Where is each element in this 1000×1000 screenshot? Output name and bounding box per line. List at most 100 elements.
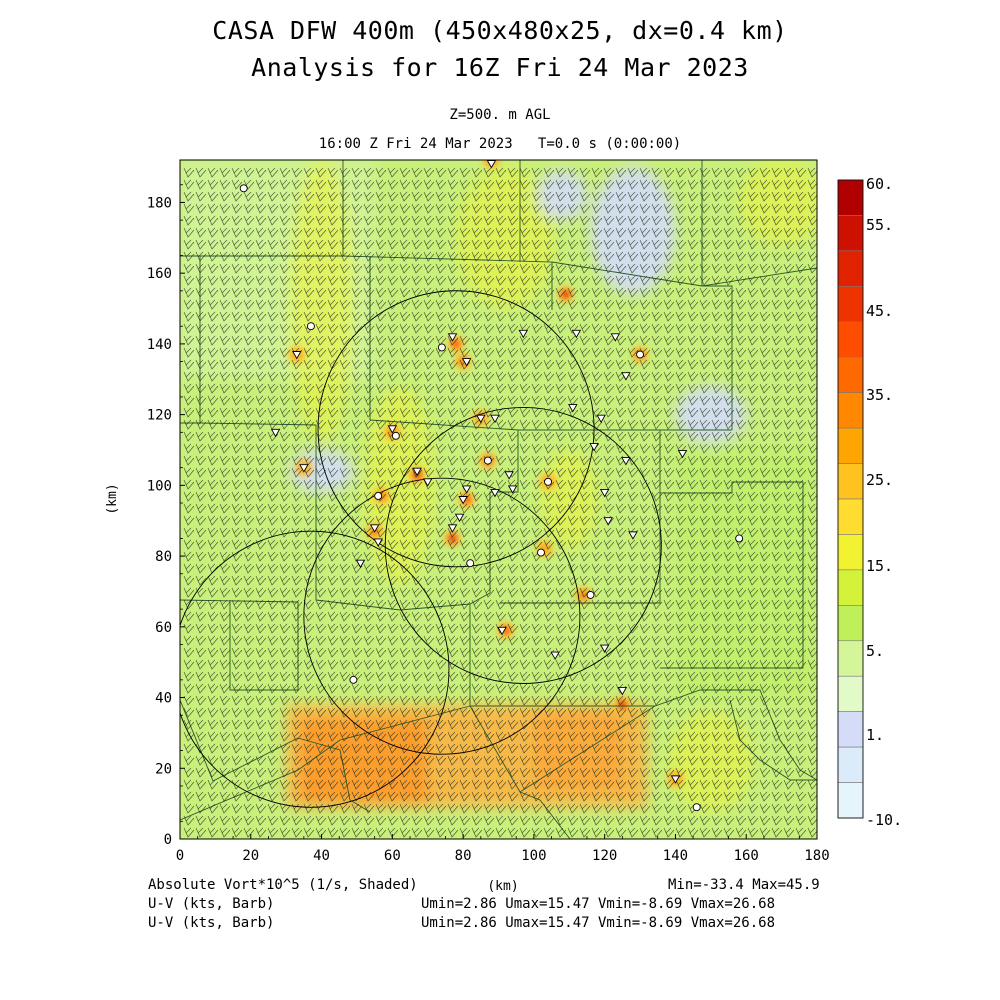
axes: 0 20 40 60 80 100 120 140 160 180 0 20 40 60 80 100 120 1… bbox=[147, 184, 830, 864]
hotspot bbox=[451, 338, 462, 349]
station-triangle-marker bbox=[621, 372, 631, 381]
radar-ring-4 bbox=[180, 530, 450, 808]
wind-barb-field bbox=[183, 167, 817, 838]
station-triangle-marker bbox=[476, 414, 486, 424]
plot-frame bbox=[179, 159, 818, 840]
station-circle-marker bbox=[544, 477, 552, 486]
station-circle-marker bbox=[537, 548, 545, 557]
station-markers bbox=[239, 160, 744, 812]
colorbar-label: 45. bbox=[866, 302, 893, 320]
x-tick-label: 140 bbox=[663, 848, 688, 864]
station-triangle-marker bbox=[670, 775, 681, 784]
field-low-region bbox=[537, 170, 587, 221]
station-triangle-marker bbox=[628, 531, 638, 540]
colorbar-swatch bbox=[837, 569, 864, 606]
station-triangle-marker bbox=[677, 450, 688, 459]
station-triangle-marker bbox=[454, 513, 465, 523]
station-triangle-marker bbox=[599, 644, 610, 653]
y-tick-label: 160 bbox=[147, 266, 172, 282]
station-circle-marker bbox=[735, 534, 744, 543]
colorbar-swatch bbox=[837, 215, 864, 252]
x-tick-label: 100 bbox=[521, 848, 546, 864]
colorbar-label: 25. bbox=[866, 471, 893, 489]
station-triangle-marker bbox=[355, 559, 366, 569]
barb-legend-2: U-V (kts, Barb) bbox=[148, 915, 275, 931]
radar-ring-3 bbox=[303, 477, 581, 755]
radar-ring-2 bbox=[384, 407, 662, 684]
station-triangle-marker bbox=[518, 329, 529, 339]
station-triangle-marker bbox=[571, 329, 582, 339]
colorbar-label: 15. bbox=[866, 557, 893, 575]
x-tick-label: 60 bbox=[384, 848, 401, 864]
y-tick-label: 100 bbox=[147, 478, 172, 494]
x-tick-label: 180 bbox=[804, 848, 829, 864]
colorbar-swatch bbox=[837, 463, 864, 500]
colorbar-swatch bbox=[837, 640, 864, 677]
x-tick-label: 120 bbox=[592, 848, 617, 864]
station-triangle-marker bbox=[458, 496, 468, 505]
field-name-label: Absolute Vort*10^5 (1/s, Shaded) bbox=[148, 877, 418, 893]
x-tick-label: 160 bbox=[734, 848, 759, 864]
y-tick-label: 140 bbox=[147, 337, 172, 353]
station-triangle-marker bbox=[599, 488, 610, 498]
station-triangle-marker bbox=[461, 358, 472, 367]
y-tick-label: 20 bbox=[155, 761, 172, 777]
station-triangle-marker bbox=[596, 414, 606, 424]
station-triangle-marker bbox=[373, 538, 383, 547]
station-circle-marker bbox=[483, 456, 492, 465]
station-triangle-marker bbox=[550, 651, 560, 661]
field-green-region bbox=[675, 449, 817, 698]
station-triangle-marker bbox=[610, 333, 621, 342]
station-triangle-marker bbox=[270, 428, 281, 438]
station-triangle-marker bbox=[447, 333, 458, 342]
station-triangle-marker bbox=[369, 524, 380, 533]
x-axis-label: (km) bbox=[487, 879, 518, 894]
colorbar-label: 35. bbox=[866, 386, 893, 404]
y-tick-label: 180 bbox=[147, 195, 172, 211]
radar-range-rings bbox=[180, 290, 662, 808]
colorbar-swatch bbox=[837, 286, 864, 323]
colorbar-swatch bbox=[837, 782, 864, 819]
station-circle-marker bbox=[349, 675, 358, 684]
radar-ring-1 bbox=[317, 290, 595, 568]
y-tick-label: 80 bbox=[155, 549, 172, 565]
colorbar-swatch bbox=[837, 675, 864, 712]
barb-stats-1: Umin=2.86 Umax=15.47 Vmin=-8.69 Vmax=26.… bbox=[421, 896, 776, 912]
station-circle-marker bbox=[391, 431, 400, 440]
station-triangle-marker bbox=[589, 443, 599, 452]
field-yellow-patch bbox=[668, 711, 754, 811]
y-axis-label: (km) bbox=[105, 483, 120, 514]
colorbar-swatch bbox=[837, 498, 864, 535]
y-tick-label: 40 bbox=[155, 691, 172, 707]
station-triangle-marker bbox=[603, 517, 613, 526]
station-triangle-marker bbox=[447, 524, 458, 533]
colorbar-swatch bbox=[837, 250, 864, 287]
colorbar-swatch bbox=[837, 179, 864, 216]
station-circle-marker bbox=[239, 184, 248, 193]
colorbar-label: -10. bbox=[866, 811, 902, 829]
field-low-region bbox=[590, 167, 676, 295]
y-tick-label: 60 bbox=[155, 620, 172, 636]
colorbar-swatch bbox=[837, 356, 864, 393]
station-triangle-marker bbox=[461, 485, 472, 494]
x-tick-label: 80 bbox=[455, 848, 472, 864]
colorbar-swatch bbox=[837, 534, 864, 571]
station-triangle-marker bbox=[617, 687, 628, 696]
station-circle-marker bbox=[437, 343, 446, 352]
colorbar-swatch bbox=[837, 711, 864, 748]
field-yellow-patch bbox=[456, 167, 556, 309]
y-tick-label: 0 bbox=[164, 832, 172, 848]
barb-legend-1: U-V (kts, Barb) bbox=[148, 896, 275, 912]
field-stats: Min=-33.4 Max=45.9 bbox=[668, 877, 820, 893]
chart-level-label: Z=500. m AGL bbox=[449, 107, 551, 123]
hotspot bbox=[560, 289, 571, 300]
hotspot bbox=[617, 699, 628, 710]
station-triangle-marker bbox=[299, 464, 309, 473]
x-tick-label: 20 bbox=[242, 848, 259, 864]
wind-barbs-layer bbox=[183, 167, 817, 838]
colorbar-swatch bbox=[837, 392, 864, 429]
x-tick-label: 40 bbox=[313, 848, 330, 864]
colorbar-frame bbox=[837, 179, 864, 819]
station-triangle-marker bbox=[504, 471, 514, 480]
warm-core-west bbox=[300, 718, 428, 804]
